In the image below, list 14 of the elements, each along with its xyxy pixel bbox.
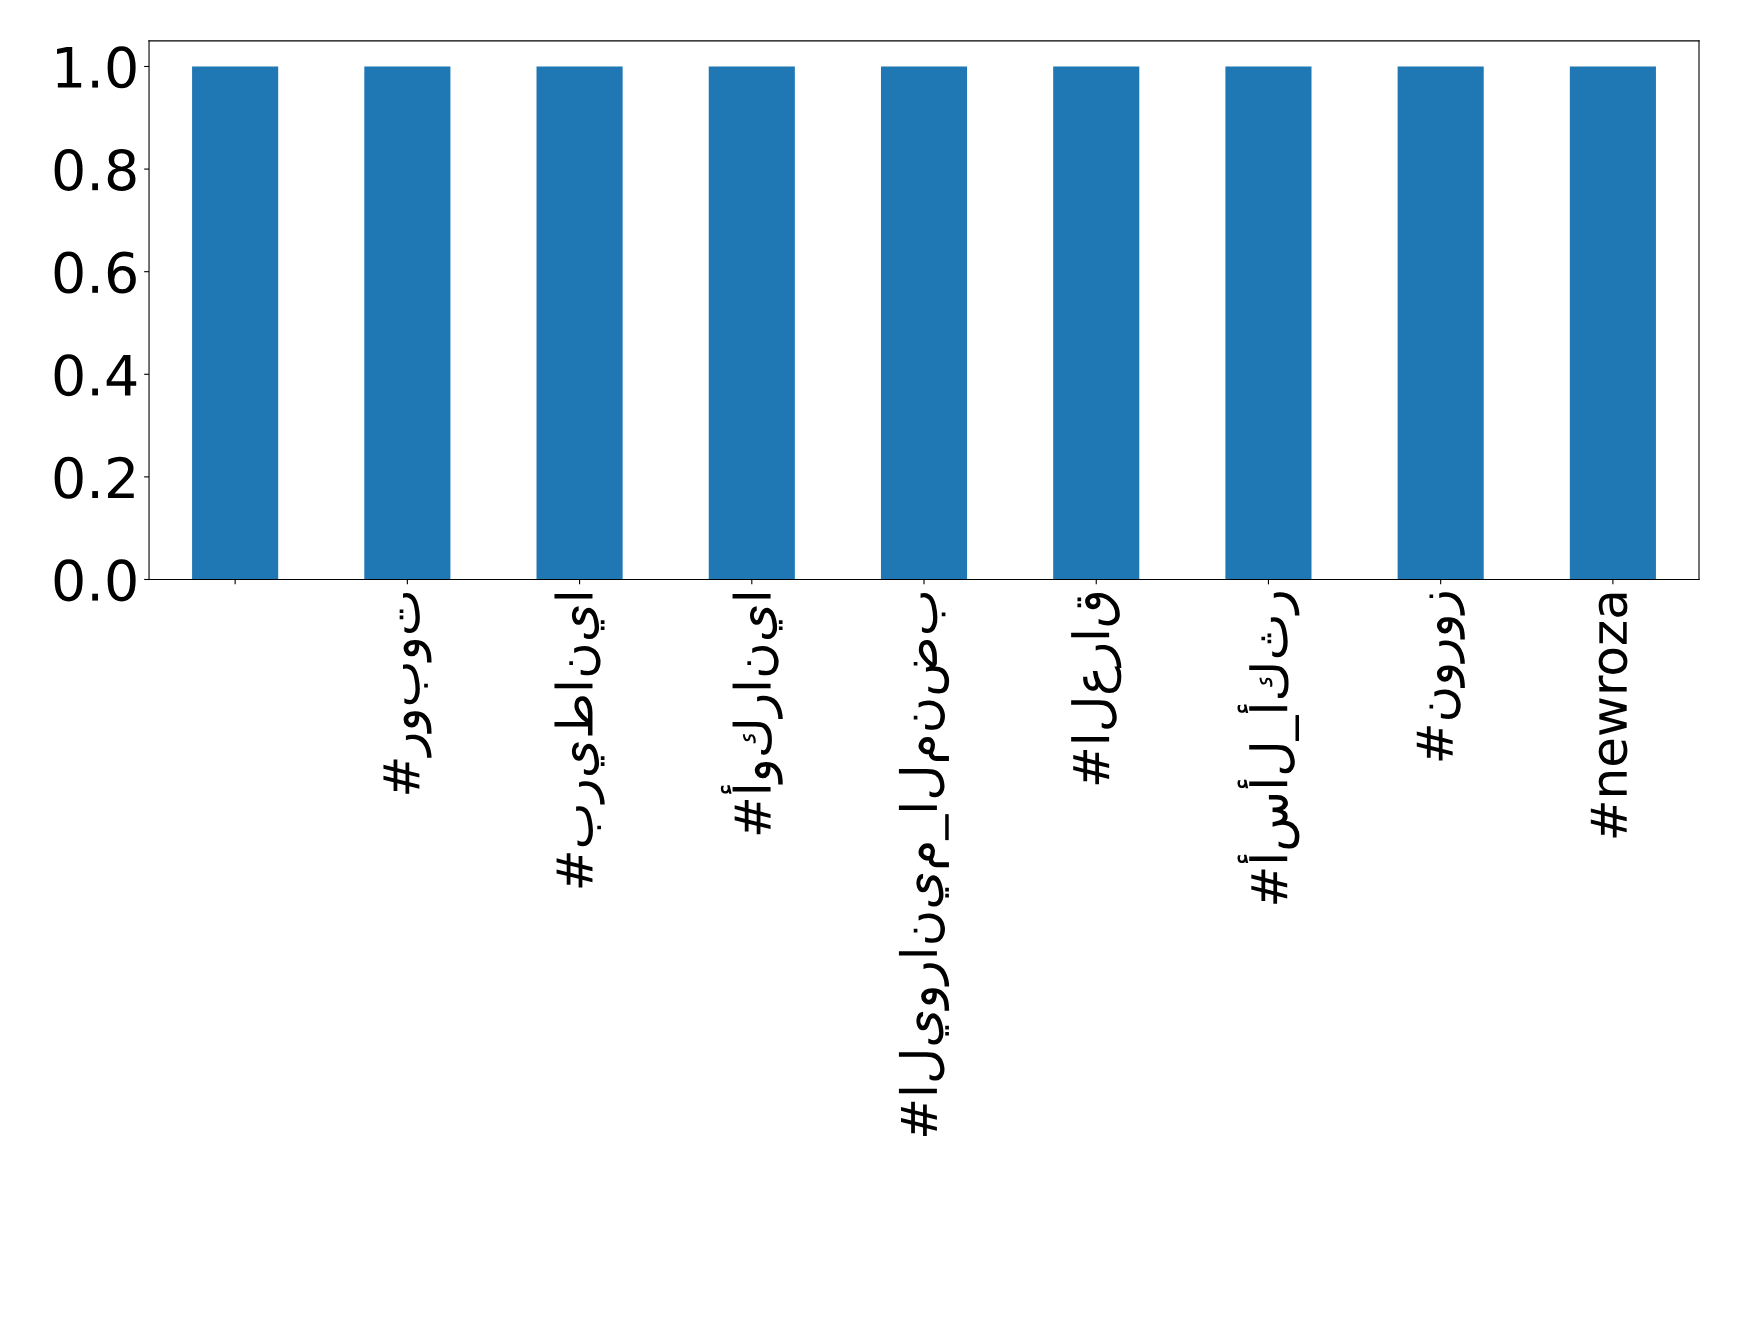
x-tick-label: #نوروز [1416,592,1465,761]
x-tick-label: #أسأل_أكثر [1237,592,1300,904]
x-tick-label: #بريطانيا [554,593,605,888]
y-tick-label: 0.6 [54,251,136,294]
y-tick-label: 0.4 [54,354,137,397]
y-tick-label: 0.8 [54,148,136,191]
x-tick-label: #newroza [1590,593,1628,838]
x-tick-label: #أوكرانيا [720,593,783,835]
y-tick-label: 1.0 [57,46,136,89]
y-tick-label: 0.0 [54,559,136,602]
x-tick-label: #العراق [1071,592,1122,785]
y-tick-label: 0.2 [54,456,134,499]
x-tick-label: #اليورانيم_المنضب [898,593,950,1137]
x-tick-label: #روبوت [383,593,432,794]
